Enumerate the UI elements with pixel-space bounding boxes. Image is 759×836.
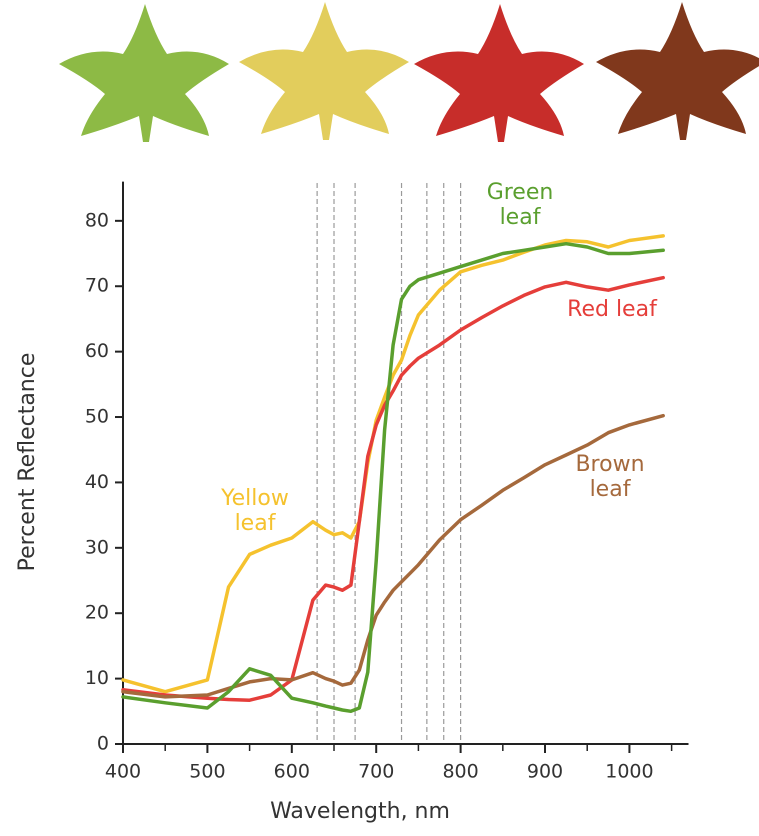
y-tick-label: 80 (85, 209, 109, 231)
y-axis-title: Percent Reflectance (15, 353, 40, 572)
y-tick-label: 70 (85, 275, 109, 297)
page: Wavelength, nm Percent Reflectance 0 10 20… (0, 0, 759, 836)
y-tick-label: 40 (85, 471, 109, 493)
red-leaf-image (414, 4, 584, 142)
x-tick-label: 800 (442, 761, 478, 783)
green-leaf-image (59, 4, 229, 142)
series-label: Yellow leaf (220, 486, 290, 536)
series-label: Brown leaf (570, 452, 650, 502)
y-tick-label: 60 (85, 340, 109, 362)
chart: Wavelength, nm Percent Reflectance 0 10 20… (0, 0, 759, 836)
x-axis-title: Wavelength, nm (270, 799, 450, 824)
x-tick-label: 600 (274, 761, 310, 783)
x-tick-label: 400 (105, 761, 141, 783)
leaf-images (59, 2, 759, 142)
x-tick-label: 500 (189, 761, 225, 783)
x-tick-label: 900 (527, 761, 563, 783)
x-tick-label: 700 (358, 761, 394, 783)
x-tick-label: 1000 (605, 761, 653, 783)
series-label: Red leaf (542, 297, 682, 322)
y-tick-label: 10 (85, 667, 109, 689)
y-tick-label: 20 (85, 602, 109, 624)
yellow-leaf-image (239, 2, 409, 140)
brown-leaf-image (596, 2, 759, 140)
y-tick-label: 0 (97, 733, 109, 755)
y-tick-label: 30 (85, 536, 109, 558)
series-label: Green leaf (480, 180, 560, 230)
y-tick-label: 50 (85, 406, 109, 428)
